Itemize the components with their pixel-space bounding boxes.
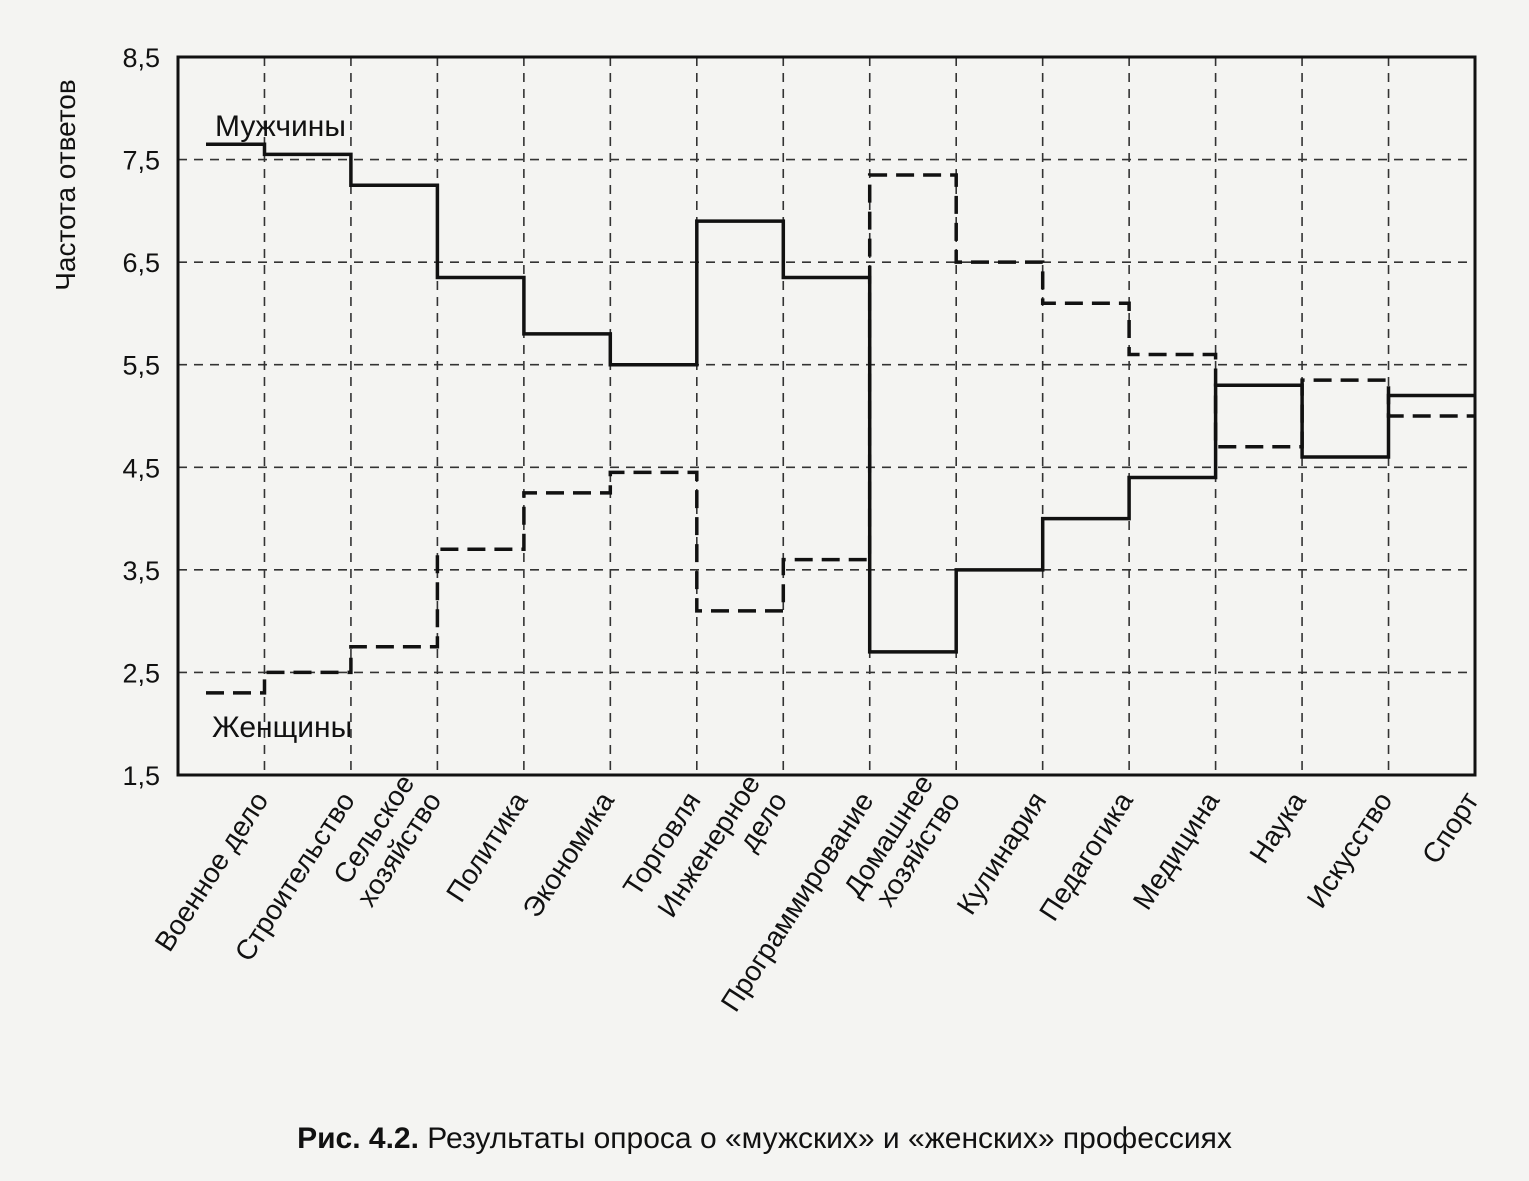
x-category-line: Наука <box>1243 786 1312 869</box>
x-category-text: Искусство <box>1301 786 1399 913</box>
x-category-label: Искусство <box>1301 786 1399 913</box>
caption-text: Результаты опроса о «мужских» и «женских… <box>418 1122 1232 1155</box>
x-category-label: Спорт <box>1416 786 1485 869</box>
y-tick-label: 4,5 <box>122 453 160 483</box>
y-tick-label: 7,5 <box>122 146 160 176</box>
x-category-label: Экономика <box>516 786 620 923</box>
grid-lines <box>178 57 1475 775</box>
x-category-line: Экономика <box>516 786 620 923</box>
series-line-men <box>206 142 1475 654</box>
x-category-text: Медицина <box>1127 786 1226 915</box>
series-line-women <box>206 173 1475 695</box>
x-category-label: Кулинария <box>951 786 1053 920</box>
x-category-label: Политика <box>440 786 534 907</box>
caption-label: Рис. 4.2. <box>297 1122 419 1155</box>
figure-caption: Рис. 4.2. Результаты опроса о «мужских» … <box>0 1122 1529 1156</box>
series-lines <box>206 142 1475 695</box>
y-tick-label: 8,5 <box>122 43 160 73</box>
x-category-text: Кулинария <box>951 786 1053 920</box>
x-category-text: Сельскоехозяйство <box>324 769 447 912</box>
y-axis-label: Частота ответов <box>50 79 81 291</box>
x-category-line: Политика <box>440 786 534 907</box>
x-category-line: Искусство <box>1301 786 1399 913</box>
x-category-text: Политика <box>440 786 534 907</box>
y-tick-label: 2,5 <box>122 658 160 688</box>
y-tick-label: 5,5 <box>122 351 160 381</box>
x-category-text: Спорт <box>1416 786 1485 869</box>
x-category-line: Медицина <box>1127 786 1226 915</box>
x-category-label: Наука <box>1243 786 1312 869</box>
y-tick-label: 1,5 <box>122 761 160 791</box>
series-label-women: Женщины <box>212 711 352 744</box>
series-annotations: Мужчины Женщины <box>212 110 352 744</box>
x-category-label: Сельскоехозяйство <box>324 769 447 912</box>
plot-frame <box>176 55 1477 777</box>
x-category-text: Наука <box>1243 786 1312 869</box>
y-tick-label: 3,5 <box>122 556 160 586</box>
y-tick-labels: 1,5 2,5 3,5 4,5 5,5 6,5 7,5 8,5 <box>122 43 160 791</box>
x-category-text: Экономика <box>516 786 620 923</box>
x-category-line: Спорт <box>1416 786 1485 869</box>
y-tick-label: 6,5 <box>122 248 160 278</box>
x-category-label: Медицина <box>1127 786 1226 915</box>
series-label-men: Мужчины <box>215 110 346 143</box>
x-category-line: Кулинария <box>951 786 1053 920</box>
x-category-labels: Военное делоСтроительствоСельскоехозяйст… <box>149 769 1485 1017</box>
